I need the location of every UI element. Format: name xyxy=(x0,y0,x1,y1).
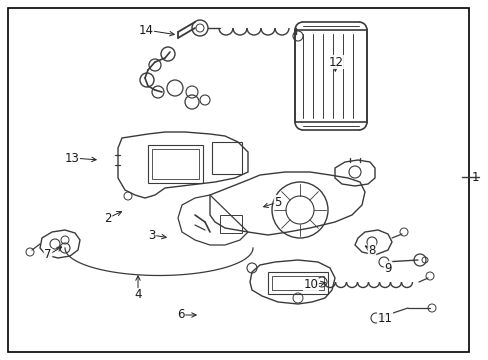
Bar xyxy=(294,30,366,122)
Text: 14: 14 xyxy=(138,23,153,36)
Text: 6: 6 xyxy=(177,309,184,321)
Text: 12: 12 xyxy=(328,55,343,68)
Text: 8: 8 xyxy=(367,243,375,257)
Bar xyxy=(220,215,242,233)
Bar xyxy=(148,145,203,183)
Bar xyxy=(267,272,327,294)
Text: 3: 3 xyxy=(148,229,155,242)
Text: 2: 2 xyxy=(104,212,112,225)
Text: 7: 7 xyxy=(44,248,52,261)
Bar xyxy=(271,276,324,290)
Text: 1: 1 xyxy=(470,171,478,184)
Text: 10: 10 xyxy=(303,279,318,292)
Text: 13: 13 xyxy=(64,152,79,165)
Text: 9: 9 xyxy=(384,261,391,274)
Text: 5: 5 xyxy=(274,195,281,208)
Text: 11: 11 xyxy=(377,311,392,324)
Bar xyxy=(152,149,199,179)
Bar xyxy=(212,142,242,174)
Text: 4: 4 xyxy=(134,288,142,302)
